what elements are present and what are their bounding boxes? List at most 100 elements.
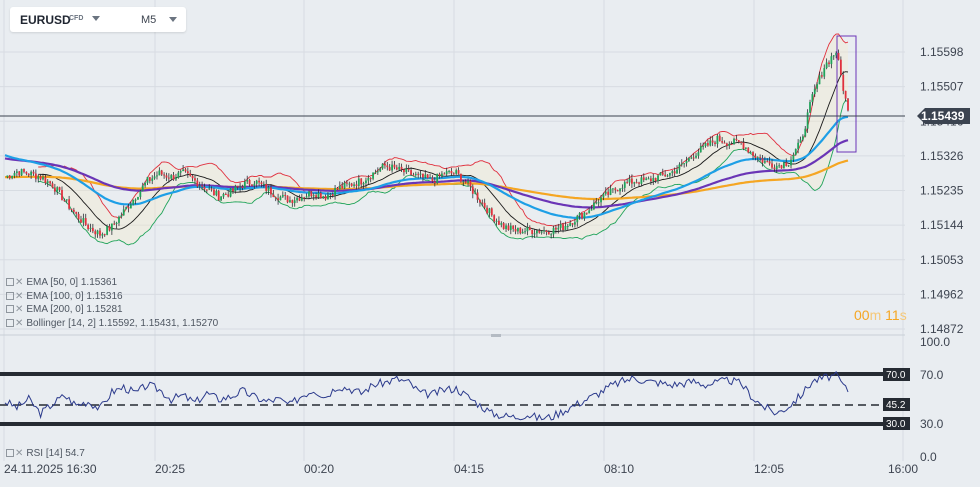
candle-body[interactable] — [369, 178, 372, 180]
legend-remove-icon[interactable]: ✕ — [15, 291, 24, 302]
candle-body[interactable] — [512, 225, 515, 229]
candle-body[interactable] — [538, 230, 541, 233]
candle-body[interactable] — [141, 185, 144, 191]
candle-body[interactable] — [224, 193, 227, 195]
candle-body[interactable] — [502, 223, 505, 229]
candle-body[interactable] — [448, 170, 450, 172]
candle-body[interactable] — [163, 174, 166, 176]
candle-body[interactable] — [431, 177, 434, 182]
candle-body[interactable] — [108, 226, 111, 231]
candle-body[interactable] — [455, 170, 458, 174]
candle-body[interactable] — [597, 202, 600, 204]
candlesticks[interactable] — [6, 49, 849, 239]
candle-body[interactable] — [419, 173, 422, 175]
candle-body[interactable] — [588, 210, 591, 214]
candle-body[interactable] — [445, 171, 448, 175]
candle-body[interactable] — [120, 215, 123, 217]
legend-ema100[interactable]: ✕ EMA [100, 0] 1.15316 — [6, 291, 123, 302]
candle-body[interactable] — [766, 161, 769, 163]
candle-body[interactable] — [357, 178, 360, 187]
candle-body[interactable] — [96, 230, 99, 235]
candle-body[interactable] — [678, 164, 681, 170]
candle-body[interactable] — [44, 177, 47, 184]
timeframe-selector[interactable]: M5 — [141, 14, 157, 26]
candle-body[interactable] — [194, 178, 196, 181]
candle-body[interactable] — [704, 143, 707, 147]
candle-body[interactable] — [837, 52, 840, 60]
candle-body[interactable] — [443, 173, 446, 175]
candle-body[interactable] — [469, 180, 472, 187]
candle-body[interactable] — [170, 175, 173, 179]
candle-body[interactable] — [53, 187, 56, 192]
candle-body[interactable] — [270, 187, 272, 195]
candle-body[interactable] — [526, 227, 529, 232]
candle-body[interactable] — [137, 196, 139, 200]
candle-body[interactable] — [220, 196, 222, 201]
candle-body[interactable] — [602, 193, 605, 198]
candle-body[interactable] — [315, 195, 317, 198]
candle-body[interactable] — [735, 138, 738, 141]
candle-body[interactable] — [189, 173, 192, 176]
candle-body[interactable] — [65, 199, 68, 201]
candle-body[interactable] — [612, 188, 614, 190]
candle-body[interactable] — [42, 177, 44, 180]
candle-body[interactable] — [417, 173, 420, 175]
candle-body[interactable] — [393, 164, 396, 168]
candle-body[interactable] — [272, 194, 275, 198]
candle-body[interactable] — [355, 184, 358, 187]
candle-body[interactable] — [654, 177, 657, 181]
candle-body[interactable] — [574, 222, 576, 225]
candle-body[interactable] — [804, 128, 807, 137]
candle-body[interactable] — [129, 204, 132, 209]
candle-body[interactable] — [507, 225, 510, 230]
candle-body[interactable] — [175, 177, 177, 180]
candle-body[interactable] — [75, 211, 78, 214]
candle-body[interactable] — [631, 178, 633, 184]
candle-body[interactable] — [165, 175, 168, 178]
candle-body[interactable] — [227, 194, 230, 197]
candle-body[interactable] — [763, 161, 766, 163]
candle-body[interactable] — [835, 52, 838, 56]
candle-body[interactable] — [251, 184, 253, 186]
candle-body[interactable] — [555, 227, 557, 230]
candle-body[interactable] — [545, 230, 548, 232]
candle-body[interactable] — [657, 175, 659, 181]
candle-body[interactable] — [51, 183, 54, 188]
candle-body[interactable] — [585, 212, 588, 214]
candle-body[interactable] — [334, 187, 336, 196]
candle-body[interactable] — [198, 185, 201, 187]
candle-body[interactable] — [768, 161, 771, 164]
legend-toggle-icon[interactable] — [6, 292, 14, 300]
candle-body[interactable] — [312, 195, 315, 197]
candle-body[interactable] — [775, 165, 778, 170]
candle-body[interactable] — [122, 209, 125, 216]
candle-body[interactable] — [144, 182, 147, 186]
candle-body[interactable] — [87, 224, 90, 229]
legend-remove-icon[interactable]: ✕ — [15, 448, 24, 459]
candle-body[interactable] — [436, 173, 439, 183]
candle-body[interactable] — [476, 192, 479, 200]
candle-body[interactable] — [799, 139, 802, 143]
candle-body[interactable] — [37, 176, 40, 180]
candle-body[interactable] — [422, 173, 424, 178]
candle-body[interactable] — [296, 197, 298, 201]
candle-body[interactable] — [816, 84, 819, 89]
candle-body[interactable] — [642, 177, 645, 180]
candle-body[interactable] — [346, 182, 348, 184]
candle-body[interactable] — [828, 62, 830, 65]
candle-body[interactable] — [626, 182, 629, 184]
legend-remove-icon[interactable]: ✕ — [15, 304, 24, 315]
candle-body[interactable] — [706, 143, 709, 146]
candle-body[interactable] — [25, 171, 28, 174]
candle-body[interactable] — [699, 146, 702, 153]
candle-body[interactable] — [576, 215, 579, 223]
candle-body[interactable] — [794, 149, 797, 155]
candle-body[interactable] — [633, 182, 636, 184]
candle-body[interactable] — [196, 180, 199, 187]
candle-body[interactable] — [281, 194, 284, 197]
candle-body[interactable] — [650, 178, 652, 182]
candle-body[interactable] — [381, 163, 384, 169]
candle-body[interactable] — [308, 191, 310, 197]
candle-body[interactable] — [759, 157, 762, 159]
candle-body[interactable] — [609, 188, 612, 195]
